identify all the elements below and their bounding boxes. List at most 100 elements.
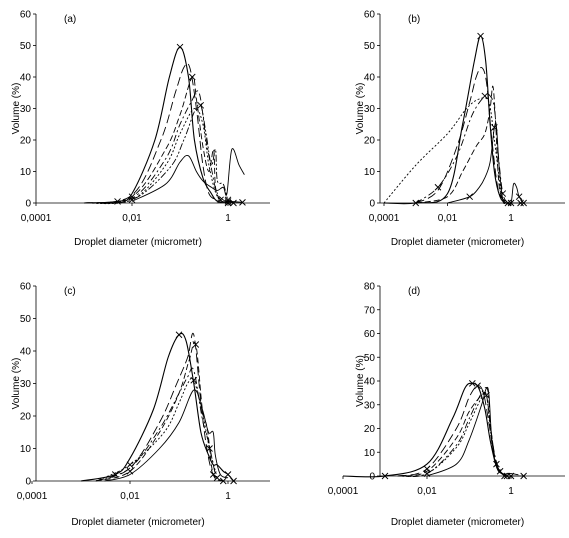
y-tick-label: 10 — [364, 167, 376, 178]
y-axis-title: Volume (%) — [355, 355, 366, 407]
x-axis-title: Droplet diameter (micrometr) — [74, 237, 202, 248]
y-tick-label: 50 — [20, 314, 32, 325]
series-marker — [175, 331, 183, 339]
x-axis-title: Droplet diameter (micrometer) — [391, 517, 524, 528]
series-marker — [224, 198, 232, 205]
series-line-6 — [447, 122, 524, 205]
x-tick-label: 0,01 — [417, 486, 437, 497]
series-marker — [230, 199, 237, 207]
series-line-5 — [397, 386, 505, 478]
y-tick-label: 30 — [20, 379, 32, 390]
y-tick-label: 20 — [20, 136, 32, 147]
x-tick-label: 1 — [225, 491, 231, 502]
x-axis-title: Droplet diameter (micrometer) — [71, 517, 204, 528]
y-tick-label: 20 — [364, 424, 376, 435]
series-line-1 — [83, 46, 243, 204]
y-tick-label: 30 — [20, 104, 32, 115]
series-marker — [423, 465, 431, 473]
series-line-4 — [397, 391, 505, 477]
y-tick-label: 40 — [20, 73, 32, 84]
series-marker — [128, 193, 136, 201]
x-axis-title: Droplet diameter (micrometer) — [391, 237, 524, 248]
series-line-7 — [131, 148, 245, 202]
x-tick-label: 0,01 — [120, 491, 140, 502]
y-tick-label: 10 — [20, 444, 32, 455]
series-marker — [520, 472, 527, 480]
panel-a: 0 10 20 30 40 50 60 0,0001 0,01 1 (a) Droplet diame… — [11, 10, 270, 248]
y-tick-label: 30 — [364, 400, 376, 411]
series-marker — [190, 376, 198, 384]
series-marker — [477, 32, 484, 40]
series-marker — [491, 124, 498, 131]
y-tick-label: 0 — [25, 199, 31, 210]
series-marker — [224, 471, 232, 478]
y-tick-label: 40 — [364, 73, 376, 84]
x-tick-label: 0,01 — [122, 213, 142, 224]
x-tick-label: 0,0001 — [21, 213, 52, 224]
y-tick-label: 10 — [20, 167, 32, 178]
y-axis-title: Volume (%) — [11, 358, 22, 410]
series-marker — [188, 73, 196, 81]
panel-label: (b) — [408, 14, 420, 25]
series-marker — [224, 196, 232, 204]
series-line-1 — [80, 332, 235, 482]
series-line-5 — [83, 107, 229, 205]
y-axis-title: Volume (%) — [11, 83, 22, 135]
series-marker — [213, 474, 221, 482]
y-tick-label: 60 — [364, 10, 376, 21]
series-marker — [381, 472, 389, 480]
series-marker — [128, 196, 136, 204]
x-tick-label: 0,01 — [438, 213, 458, 224]
panel-label: (c) — [64, 286, 76, 297]
series-marker — [192, 341, 200, 348]
series-marker — [466, 193, 474, 201]
series-line-4 — [95, 367, 216, 482]
series-line-2 — [397, 385, 508, 477]
series-marker — [469, 380, 476, 387]
y-tick-label: 40 — [20, 347, 32, 358]
series-marker — [219, 477, 227, 485]
y-tick-label: 20 — [364, 136, 376, 147]
series-marker — [481, 92, 489, 100]
series-marker — [230, 477, 237, 485]
y-tick-label: 50 — [20, 41, 32, 52]
panel-c: 0 10 20 30 40 50 60 0,0001 0,01 1 (c) Droplet diame… — [11, 282, 270, 528]
x-tick-label: 1 — [508, 486, 514, 497]
y-tick-label: 30 — [364, 104, 376, 115]
series-marker — [504, 199, 512, 207]
y-tick-label: 40 — [364, 377, 376, 388]
series-line-4 — [415, 93, 509, 204]
y-tick-label: 60 — [20, 282, 32, 293]
series-marker — [474, 382, 481, 390]
panel-label: (a) — [64, 14, 76, 25]
series-line-3 — [95, 342, 224, 482]
y-tick-label: 10 — [364, 448, 376, 459]
series-line-2 — [95, 332, 224, 482]
series-line-3 — [383, 97, 507, 204]
y-axis-title: Volume (%) — [355, 83, 366, 135]
series-line-3 — [397, 391, 505, 477]
y-tick-label: 60 — [364, 329, 376, 340]
series-marker — [412, 199, 420, 207]
series-line-2 — [83, 62, 229, 204]
series-marker — [176, 43, 184, 51]
y-tick-label: 50 — [364, 41, 376, 52]
panel-b: 0 10 20 30 40 50 60 0,0001 0,01 1 (b) Droplet diame… — [355, 10, 565, 248]
series-marker — [197, 102, 205, 109]
series-marker — [434, 183, 442, 191]
series-marker — [126, 461, 134, 469]
y-tick-label: 0 — [25, 477, 31, 488]
x-tick-label: 0,0001 — [17, 491, 48, 502]
x-tick-label: 0,0001 — [328, 486, 359, 497]
x-tick-label: 1 — [225, 213, 231, 224]
series-line-6 — [426, 386, 519, 477]
y-tick-label: 50 — [364, 353, 376, 364]
x-tick-label: 1 — [508, 213, 514, 224]
series-marker — [239, 199, 246, 206]
series-line-5 — [95, 377, 218, 482]
x-tick-label: 0,0001 — [369, 213, 400, 224]
series-line-6 — [104, 389, 229, 482]
series-marker — [515, 193, 523, 201]
